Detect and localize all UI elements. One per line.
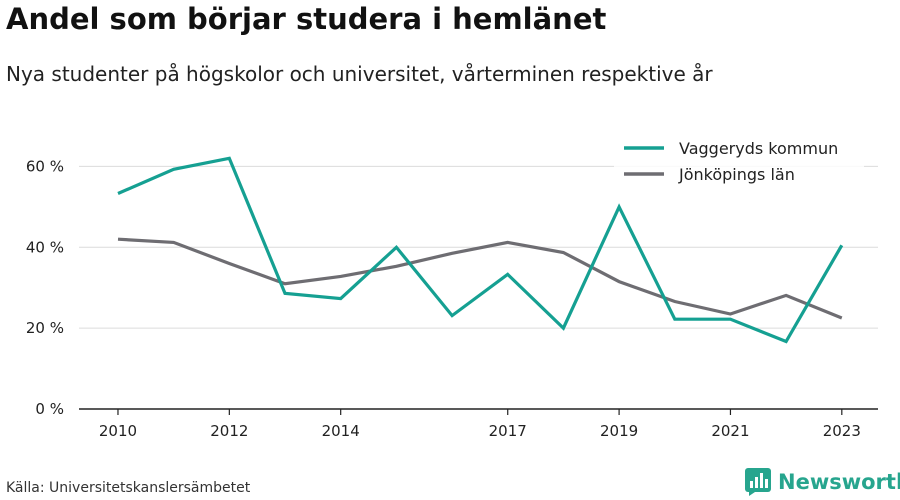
- y-tick-label: 20 %: [26, 319, 64, 337]
- legend-label: Vaggeryds kommun: [679, 139, 838, 158]
- y-tick-label: 0 %: [35, 400, 64, 418]
- x-axis: 2010 2012 2014 2017 2019 2021 2023: [79, 408, 878, 440]
- series-lines: [117, 156, 844, 344]
- x-tick-label: 2014: [322, 422, 360, 440]
- x-tick-label: 2017: [489, 422, 527, 440]
- x-tick-label: 2010: [99, 422, 137, 440]
- x-tick-label: 2012: [210, 422, 248, 440]
- legend: Vaggeryds kommun Jönköpings län: [614, 131, 864, 193]
- series-line-jonkopings-lan: [117, 237, 843, 320]
- line-chart: 0 % 20 % 40 % 60 % 2010 2012 2014 2017 2019 2021…: [25, 131, 878, 440]
- y-axis-labels: 0 % 20 % 40 % 60 %: [26, 157, 64, 418]
- x-tick-label: 2021: [711, 422, 749, 440]
- chart-title: Andel som börjar studera i hemlänet: [6, 2, 607, 36]
- legend-background: [614, 131, 864, 193]
- series-line-vaggeryds-kommun: [117, 156, 844, 344]
- x-tick-label: 2023: [823, 422, 861, 440]
- y-tick-label: 40 %: [26, 238, 64, 256]
- legend-label: Jönköpings län: [678, 165, 795, 184]
- source-note: Källa: Universitetskanslersämbetet: [6, 480, 251, 496]
- brand-name: Newsworthy: [778, 470, 900, 494]
- x-tick-label: 2019: [600, 422, 638, 440]
- newsworthy-brand: Newsworthy: [745, 468, 900, 496]
- newsworthy-logo-icon: [745, 468, 771, 496]
- y-tick-label: 60 %: [26, 157, 64, 175]
- chart-subtitle: Nya studenter på högskolor och universit…: [6, 62, 713, 86]
